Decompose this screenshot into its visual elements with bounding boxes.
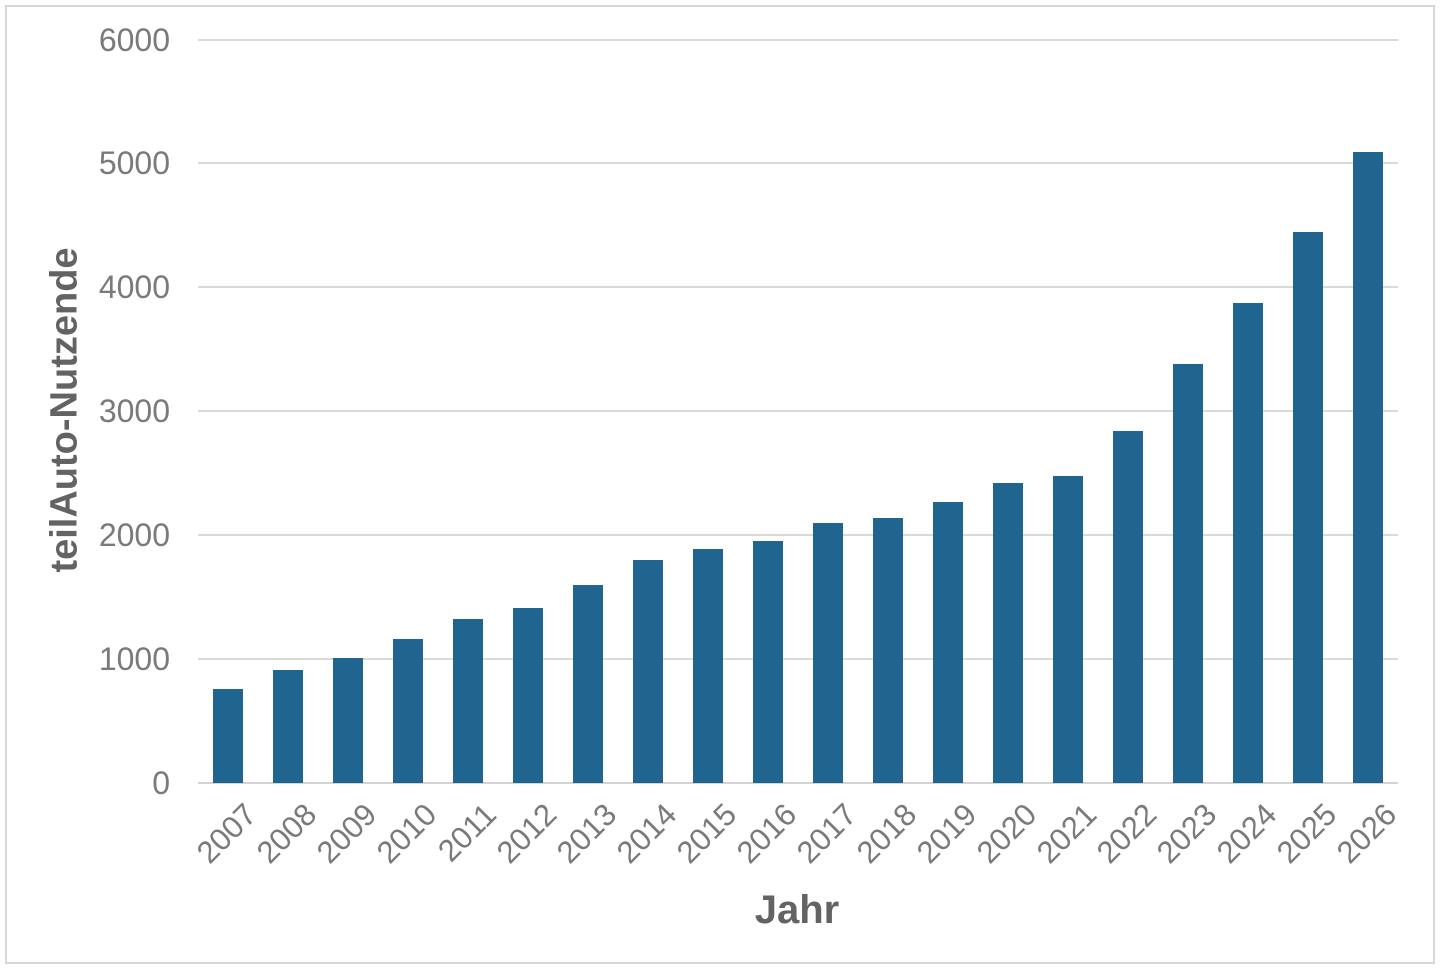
bar-2008 [273,670,303,783]
x-tick-label: 2011 [431,796,504,869]
x-tick-label: 2014 [609,796,684,871]
gridline [198,658,1398,661]
x-tick-label: 2016 [729,796,804,871]
y-axis-title: teilAuto-Nutzende [43,247,86,573]
bar-2016 [753,541,783,783]
x-axis-line [198,782,1398,784]
bar-2015 [693,548,723,783]
bar-2011 [453,619,483,783]
x-axis-title: Jahr [754,888,840,932]
x-tick-label: 2018 [849,796,924,871]
y-tick-label: 6000 [98,21,170,58]
y-tick-label: 0 [152,765,170,801]
bar-2026 [1353,152,1383,783]
x-tick-label: 2024 [1209,796,1284,871]
x-tick-label: 2019 [909,796,984,871]
x-tick-label: 2012 [489,796,564,871]
bar-2020 [993,483,1023,783]
bar-2019 [933,501,963,783]
gridline [198,162,1398,165]
y-tick-label: 5000 [98,145,170,182]
bar-2012 [513,608,543,783]
gridline [198,410,1398,413]
y-tick-label: 3000 [98,393,170,430]
bar-2013 [573,584,603,783]
y-tick-label: 4000 [98,269,170,306]
x-tick-label: 2010 [369,796,444,871]
x-tick-label: 2026 [1329,796,1404,871]
bar-2007 [213,688,243,783]
bar-2025 [1293,231,1323,783]
x-tick-label: 2022 [1089,796,1164,871]
x-tick-label: 2023 [1149,796,1224,871]
gridline [198,286,1398,289]
bar-2022 [1113,431,1143,783]
y-tick-label: 1000 [98,641,170,678]
bar-2010 [393,639,423,783]
bar-2009 [333,657,363,783]
x-tick-label: 2015 [669,796,744,871]
bar-2018 [873,517,903,783]
x-tick-label: 2008 [249,796,324,871]
x-tick-label: 2021 [1029,796,1104,871]
x-tick-label: 2025 [1269,796,1344,871]
x-tick-label: 2017 [789,796,864,871]
bar-2024 [1233,303,1263,783]
bar-2014 [633,559,663,783]
bar-2023 [1173,364,1203,783]
bar-2017 [813,522,843,783]
x-tick-label: 2013 [549,796,624,871]
x-tick-label: 2007 [189,796,264,871]
y-tick-label: 2000 [98,517,170,554]
gridline [198,534,1398,537]
x-tick-label: 2009 [309,796,384,871]
gridline [198,38,1398,41]
x-tick-label: 2020 [969,796,1044,871]
bar-2021 [1053,475,1083,783]
